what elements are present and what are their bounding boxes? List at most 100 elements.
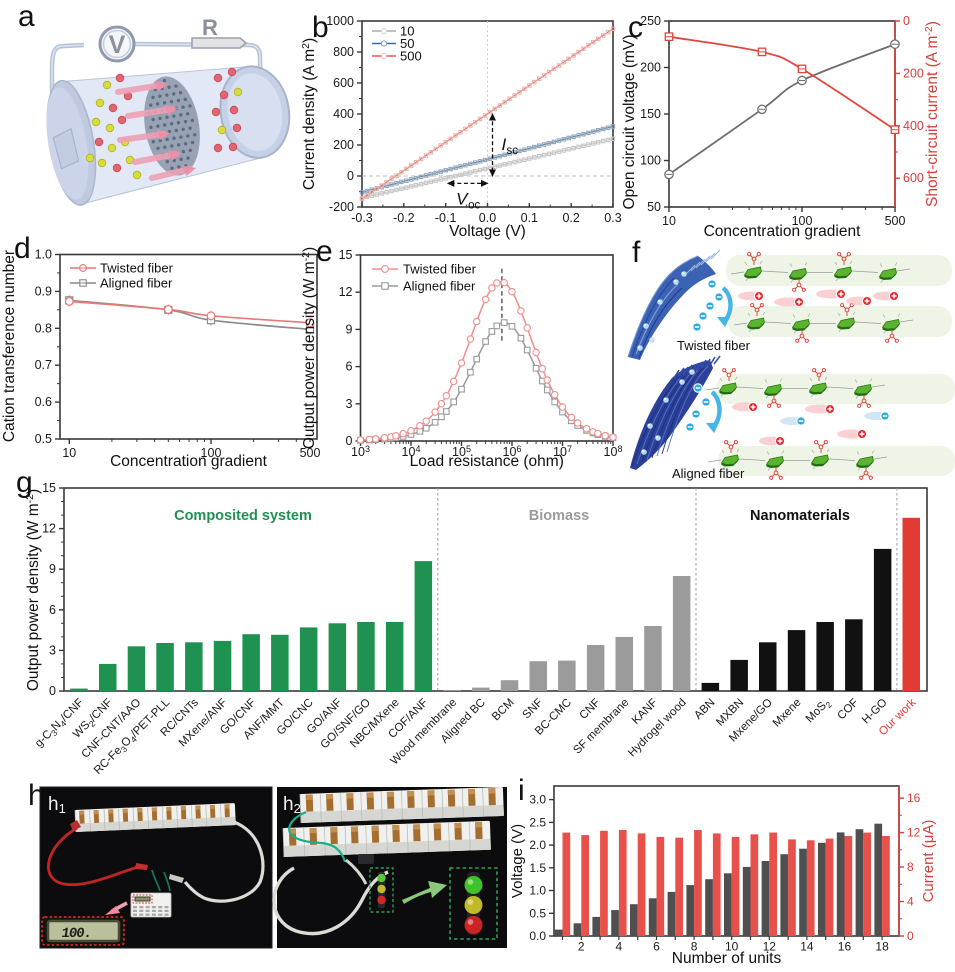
svg-text:V: V: [456, 189, 469, 208]
svg-text:250: 250: [640, 14, 661, 28]
svg-text:Concentration gradient: Concentration gradient: [110, 453, 268, 470]
svg-text:Cation transference number: Cation transference number: [1, 250, 18, 442]
svg-text:0.1: 0.1: [521, 211, 538, 225]
svg-text:f: f: [632, 236, 641, 269]
svg-text:BCM: BCM: [490, 697, 517, 724]
svg-text:800: 800: [333, 45, 354, 59]
svg-text:COF: COF: [835, 697, 861, 723]
svg-text:-0.1: -0.1: [435, 211, 457, 225]
svg-text:Composited system: Composited system: [174, 508, 312, 524]
svg-text:SNF: SNF: [521, 697, 546, 722]
svg-text:d: d: [14, 232, 31, 265]
svg-text:0.0: 0.0: [479, 211, 496, 225]
svg-text:12: 12: [763, 940, 777, 954]
svg-text:Concentration gradient: Concentration gradient: [704, 223, 862, 240]
svg-text:0: 0: [347, 169, 354, 183]
svg-text:3: 3: [346, 397, 353, 411]
svg-text:50: 50: [400, 36, 414, 51]
svg-text:Short-circuit current (A m-2): Short-circuit current (A m-2): [923, 21, 941, 207]
svg-text:e: e: [316, 235, 333, 268]
svg-text:500: 500: [885, 214, 906, 228]
svg-text:2.0: 2.0: [529, 838, 546, 852]
svg-text:200: 200: [640, 61, 661, 75]
svg-text:400: 400: [333, 107, 354, 121]
svg-text:V: V: [109, 31, 126, 59]
svg-text:Biomass: Biomass: [529, 508, 589, 524]
svg-text:4: 4: [907, 895, 914, 909]
svg-text:10: 10: [62, 446, 76, 460]
svg-text:Voltage (V): Voltage (V): [449, 223, 526, 240]
svg-text:12: 12: [907, 826, 921, 840]
svg-text:9: 9: [346, 322, 353, 336]
svg-text:15: 15: [339, 248, 353, 262]
svg-text:100.: 100.: [60, 926, 92, 942]
svg-text:0.2: 0.2: [562, 211, 579, 225]
svg-text:15: 15: [42, 481, 56, 495]
svg-text:R: R: [202, 15, 218, 40]
svg-text:Twisted fiber: Twisted fiber: [403, 262, 477, 277]
svg-text:2: 2: [578, 940, 585, 954]
svg-text:Twisted fiber: Twisted fiber: [677, 338, 751, 353]
svg-text:9: 9: [49, 562, 56, 576]
svg-text:12: 12: [42, 522, 56, 536]
svg-text:Open circuit voltage (mV): Open circuit voltage (mV): [621, 35, 638, 210]
svg-text:ABN: ABN: [692, 697, 717, 722]
svg-text:-0.3: -0.3: [351, 211, 373, 225]
svg-text:a: a: [18, 0, 35, 33]
svg-text:Aligned fiber: Aligned fiber: [672, 466, 745, 481]
svg-text:b: b: [312, 11, 329, 44]
svg-text:500: 500: [400, 49, 422, 64]
svg-text:MoS2​: MoS2​: [804, 696, 834, 726]
svg-text:3: 3: [49, 643, 56, 657]
svg-text:-200: -200: [329, 200, 354, 214]
svg-text:200: 200: [903, 66, 924, 80]
svg-text:0.5: 0.5: [529, 906, 546, 920]
svg-text:14: 14: [800, 940, 814, 954]
svg-text:1.0: 1.0: [35, 248, 52, 262]
svg-text:I: I: [502, 135, 507, 154]
svg-text:16: 16: [907, 791, 921, 805]
svg-text:CNF: CNF: [578, 697, 603, 722]
svg-text:1.5: 1.5: [529, 861, 546, 875]
svg-text:0.3: 0.3: [604, 211, 621, 225]
svg-text:Nanomaterials: Nanomaterials: [750, 508, 850, 524]
svg-text:103: 103: [351, 444, 370, 459]
svg-text:50: 50: [647, 200, 661, 214]
svg-text:600: 600: [903, 171, 924, 185]
svg-text:10: 10: [662, 214, 676, 228]
svg-text:8: 8: [691, 940, 698, 954]
svg-text:12: 12: [339, 285, 353, 299]
svg-text:Current density (A m2): Current density (A m2): [300, 38, 318, 190]
svg-text:sc: sc: [507, 145, 519, 157]
svg-text:100: 100: [201, 446, 222, 460]
svg-text:10: 10: [400, 24, 414, 39]
svg-text:0: 0: [49, 684, 56, 698]
svg-text:2.5: 2.5: [529, 815, 546, 829]
svg-text:0: 0: [907, 929, 914, 943]
svg-text:500: 500: [300, 446, 321, 460]
svg-text:108: 108: [604, 444, 623, 459]
svg-text:100: 100: [792, 214, 813, 228]
svg-text:0: 0: [346, 434, 353, 448]
svg-text:0.7: 0.7: [35, 358, 52, 372]
svg-text:200: 200: [333, 138, 354, 152]
svg-text:100: 100: [640, 154, 661, 168]
svg-text:1.0: 1.0: [529, 884, 546, 898]
svg-text:150: 150: [640, 107, 661, 121]
svg-text:16: 16: [838, 940, 852, 954]
svg-text:Voltage (V): Voltage (V): [509, 824, 526, 898]
svg-text:c: c: [628, 11, 643, 44]
svg-text:8: 8: [907, 860, 914, 874]
svg-text:Aligned fiber: Aligned fiber: [100, 276, 173, 291]
svg-text:0.5: 0.5: [35, 432, 52, 446]
svg-text:0: 0: [903, 14, 910, 28]
svg-text:10: 10: [725, 940, 739, 954]
svg-text:4: 4: [616, 940, 623, 954]
svg-text:Output power density (W m-2): Output power density (W m-2): [24, 489, 42, 691]
svg-text:6: 6: [49, 603, 56, 617]
svg-text:Aligned fiber: Aligned fiber: [403, 279, 476, 294]
svg-text:Output power density (W m-2): Output power density (W m-2): [300, 247, 318, 449]
svg-text:g: g: [16, 470, 33, 499]
svg-text:Twisted fiber: Twisted fiber: [100, 261, 174, 276]
svg-text:3.0: 3.0: [529, 793, 546, 807]
